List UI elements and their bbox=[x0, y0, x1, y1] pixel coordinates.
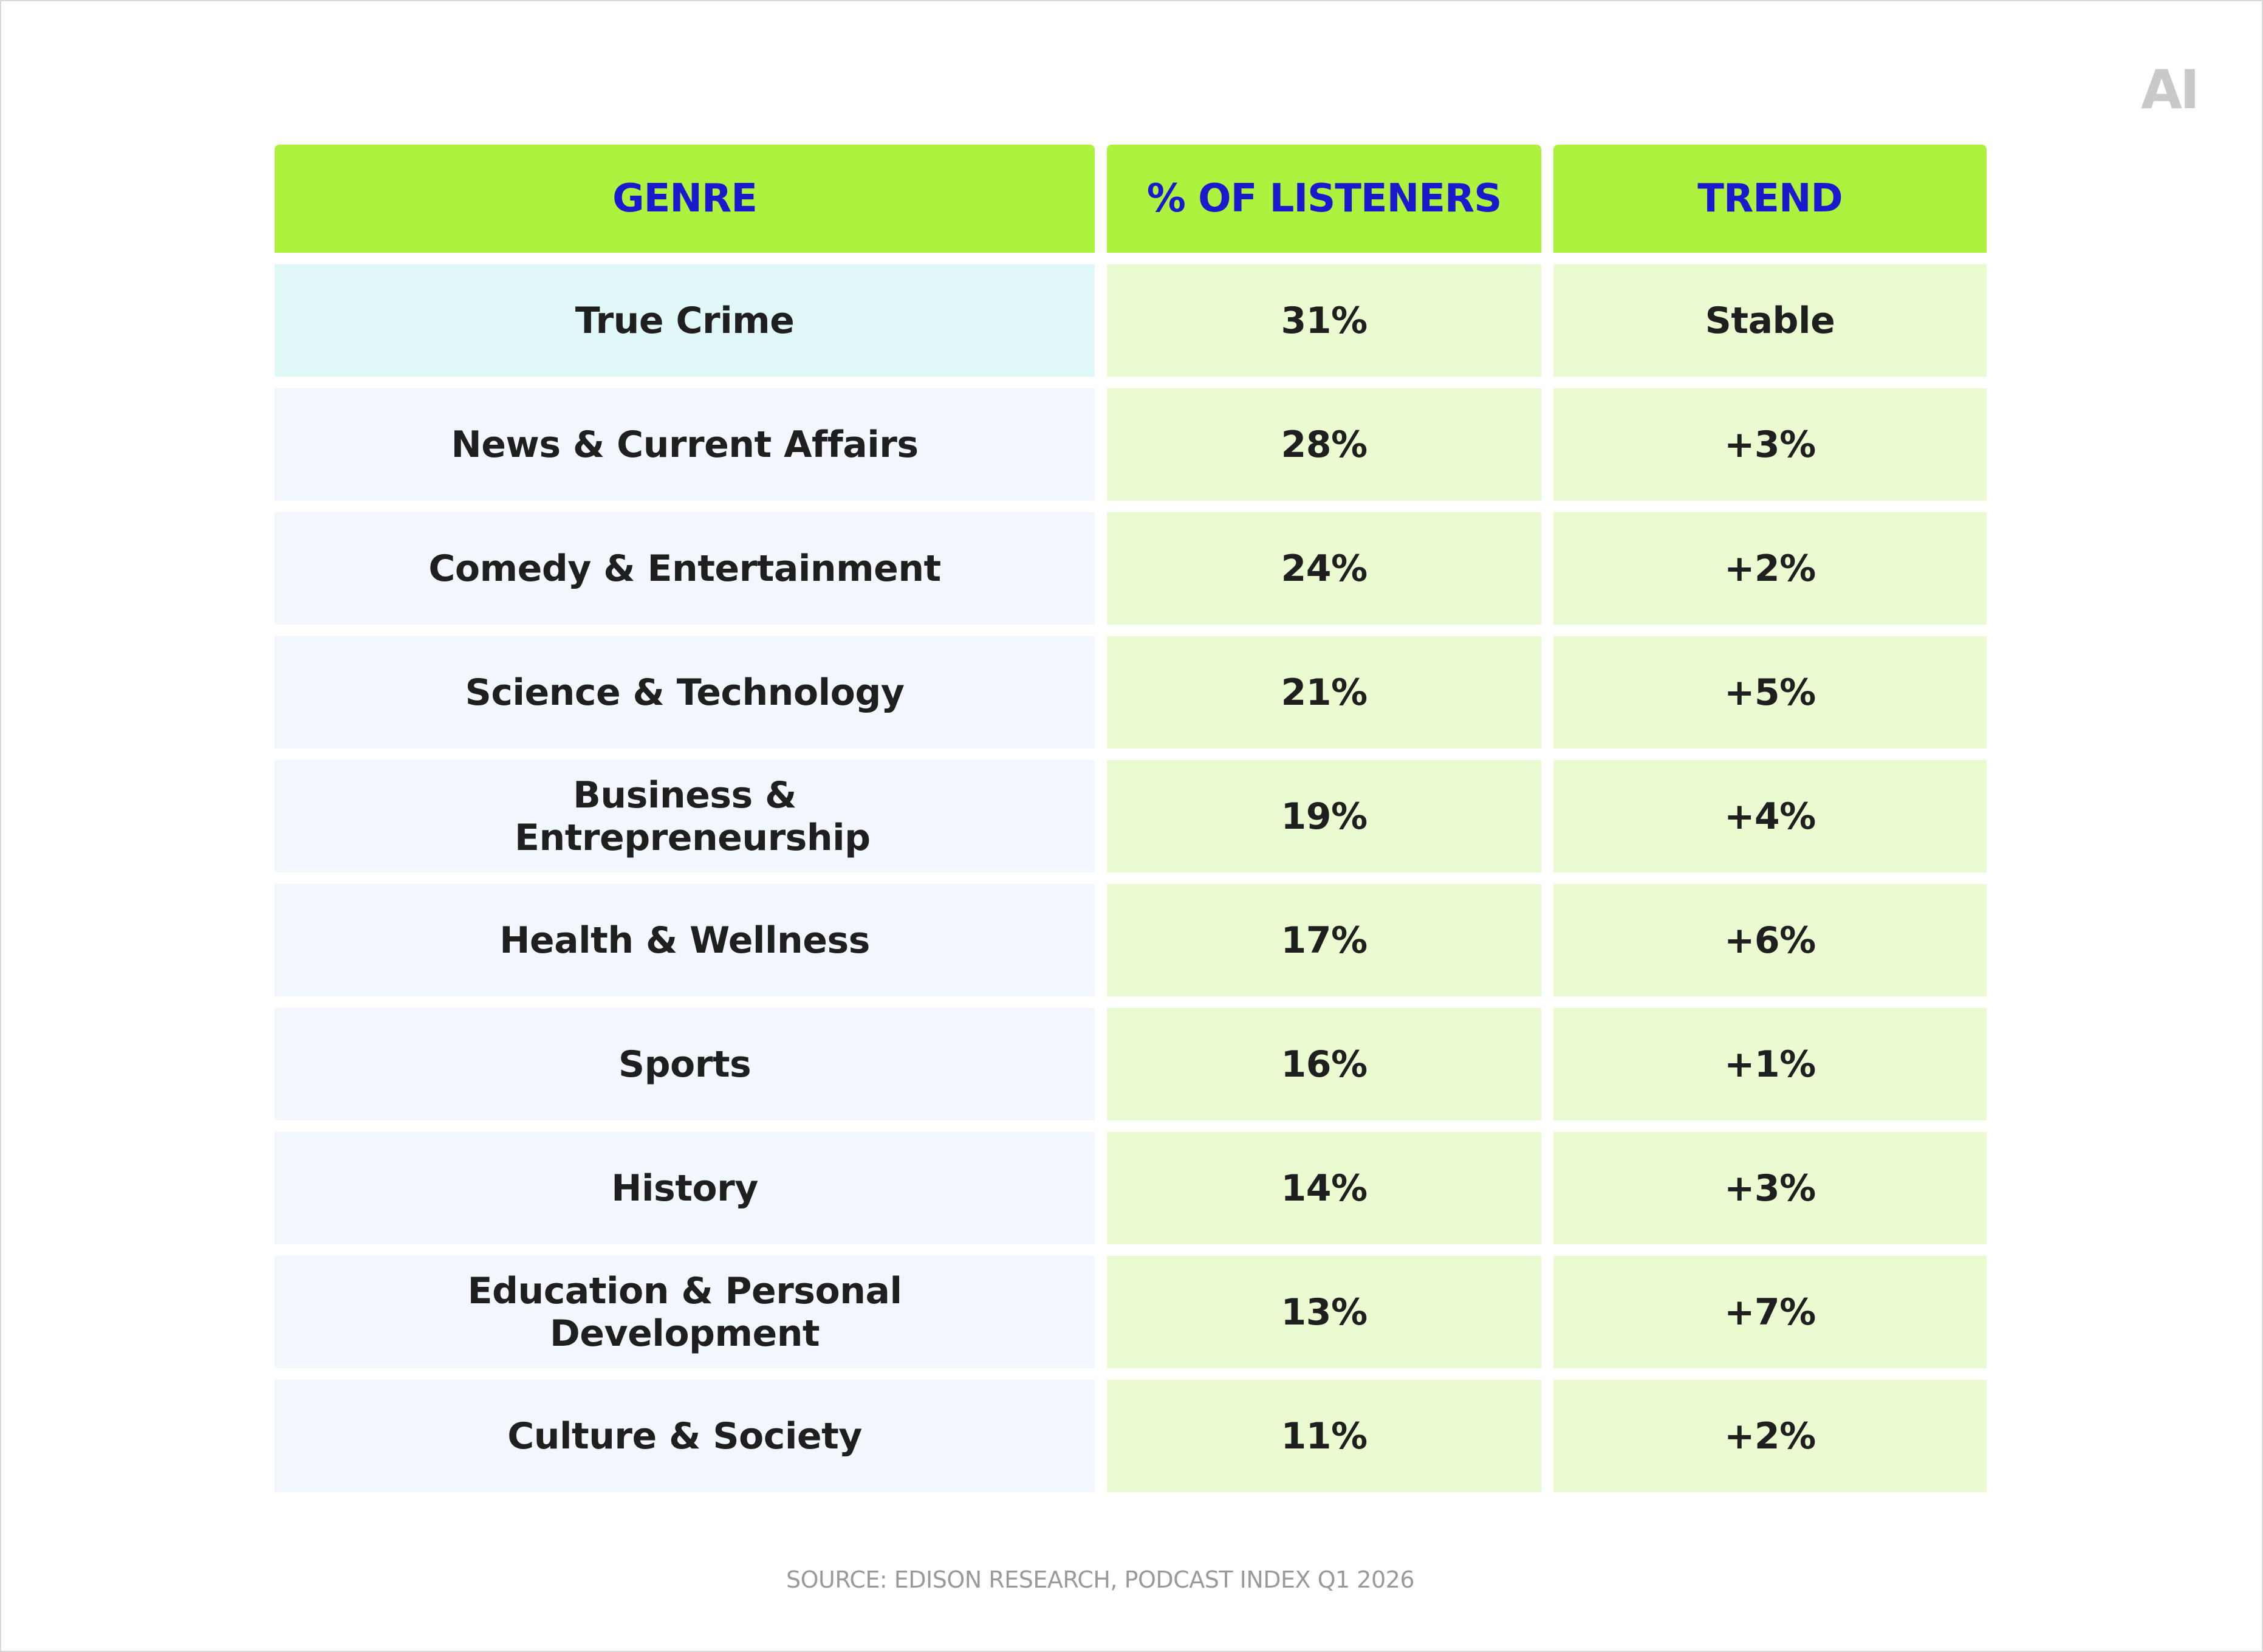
table-row: Comedy & Entertainment 24% +2% bbox=[275, 512, 1987, 625]
header-trend: TREND bbox=[1553, 145, 1987, 253]
genre-label: Education & Personal Development bbox=[467, 1269, 902, 1355]
genre-label: Culture & Society bbox=[507, 1414, 862, 1458]
percent-cell: 16% bbox=[1107, 1008, 1541, 1120]
source-note: SOURCE: EDISON RESEARCH, PODCAST INDEX Q… bbox=[786, 1566, 1415, 1593]
percent-cell: 24% bbox=[1107, 512, 1541, 625]
genre-cell: History bbox=[275, 1132, 1095, 1244]
header-genre: GENRE bbox=[275, 145, 1095, 253]
percent-cell: 11% bbox=[1107, 1380, 1541, 1492]
genre-table: GENRE % OF LISTENERS TREND True Crime 31… bbox=[262, 133, 1999, 1504]
table-row: Sports 16% +1% bbox=[275, 1008, 1987, 1120]
percent-cell: 14% bbox=[1107, 1132, 1541, 1244]
genre-label: News & Current Affairs bbox=[451, 423, 919, 466]
trend-cell: +1% bbox=[1553, 1008, 1987, 1120]
trend-cell: +3% bbox=[1553, 1132, 1987, 1244]
genre-label: Health & Wellness bbox=[499, 919, 870, 962]
table-row: Health & Wellness 17% +6% bbox=[275, 884, 1987, 996]
genre-cell: Business & Entrepreneurship bbox=[275, 760, 1095, 872]
table-row: History 14% +3% bbox=[275, 1132, 1987, 1244]
percent-cell: 17% bbox=[1107, 884, 1541, 996]
genre-label: True Crime bbox=[575, 299, 795, 342]
table-row: Science & Technology 21% +5% bbox=[275, 636, 1987, 749]
genre-cell: True Crime bbox=[275, 264, 1095, 377]
genre-label: Business & Entrepreneurship bbox=[515, 773, 871, 859]
header-percent-listeners: % OF LISTENERS bbox=[1107, 145, 1541, 253]
genre-cell: Sports bbox=[275, 1008, 1095, 1120]
brand-logo: AI bbox=[2141, 58, 2200, 121]
table-row: Education & Personal Development 13% +7% bbox=[275, 1256, 1987, 1368]
genre-label: History bbox=[611, 1167, 758, 1210]
trend-cell: +6% bbox=[1553, 884, 1987, 996]
genre-cell: Comedy & Entertainment bbox=[275, 512, 1095, 625]
table-row: Business & Entrepreneurship 19% +4% bbox=[275, 760, 1987, 872]
percent-cell: 28% bbox=[1107, 388, 1541, 501]
percent-cell: 19% bbox=[1107, 760, 1541, 872]
percent-cell: 21% bbox=[1107, 636, 1541, 749]
genre-label: Science & Technology bbox=[465, 671, 905, 714]
percent-cell: 13% bbox=[1107, 1256, 1541, 1368]
table-row: Culture & Society 11% +2% bbox=[275, 1380, 1987, 1492]
trend-cell: Stable bbox=[1553, 264, 1987, 377]
table-row: True Crime 31% Stable bbox=[275, 264, 1987, 377]
genre-cell: Culture & Society bbox=[275, 1380, 1095, 1492]
genre-label: Comedy & Entertainment bbox=[428, 547, 941, 590]
genre-label: Sports bbox=[618, 1043, 751, 1086]
genre-cell: Science & Technology bbox=[275, 636, 1095, 749]
genre-cell: Education & Personal Development bbox=[275, 1256, 1095, 1368]
trend-cell: +3% bbox=[1553, 388, 1987, 501]
trend-cell: +2% bbox=[1553, 512, 1987, 625]
genre-cell: Health & Wellness bbox=[275, 884, 1095, 996]
table-header-row: GENRE % OF LISTENERS TREND bbox=[275, 145, 1987, 253]
genre-cell: News & Current Affairs bbox=[275, 388, 1095, 501]
trend-cell: +4% bbox=[1553, 760, 1987, 872]
percent-cell: 31% bbox=[1107, 264, 1541, 377]
trend-cell: +2% bbox=[1553, 1380, 1987, 1492]
trend-cell: +5% bbox=[1553, 636, 1987, 749]
trend-cell: +7% bbox=[1553, 1256, 1987, 1368]
table-row: News & Current Affairs 28% +3% bbox=[275, 388, 1987, 501]
